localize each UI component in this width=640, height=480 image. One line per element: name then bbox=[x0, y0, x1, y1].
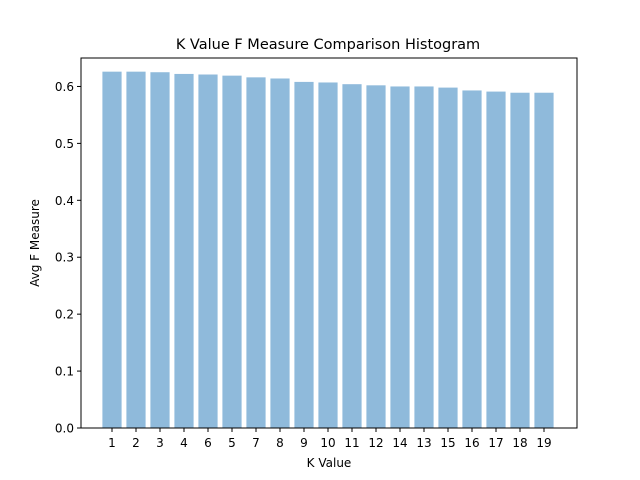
y-axis: 0.0 0.1 0.2 0.3 0.4 0.5 0.6 bbox=[55, 80, 81, 436]
bar-8 bbox=[270, 78, 290, 428]
bar-2 bbox=[126, 71, 146, 429]
x-tick-label: 1 bbox=[108, 436, 116, 450]
x-axis: 1 2 3 4 6 5 7 8 9 10 11 12 14 13 15 16 17 18 19 bbox=[108, 428, 552, 450]
x-tick-label: 9 bbox=[300, 436, 308, 450]
chart-title: K Value F Measure Comparison Histogram bbox=[176, 37, 480, 53]
bar-19 bbox=[534, 92, 554, 428]
x-tick-label: 5 bbox=[228, 436, 236, 450]
y-axis-label: Avg F Measure bbox=[28, 199, 42, 287]
x-tick-label: 7 bbox=[252, 436, 260, 450]
x-tick-label: 10 bbox=[320, 436, 335, 450]
bar-15 bbox=[438, 87, 458, 428]
bar-9 bbox=[294, 81, 314, 429]
bar-5 bbox=[222, 75, 242, 429]
y-tick-label: 0.5 bbox=[55, 137, 74, 151]
y-tick-label: 0.6 bbox=[55, 80, 74, 94]
x-tick-label: 3 bbox=[156, 436, 164, 450]
x-tick-label: 8 bbox=[276, 436, 284, 450]
x-tick-label: 14 bbox=[392, 436, 407, 450]
bar-7 bbox=[246, 77, 266, 428]
bars-group bbox=[102, 71, 554, 429]
bar-4 bbox=[174, 73, 194, 428]
y-tick-label: 0.1 bbox=[55, 365, 74, 379]
bar-14 bbox=[390, 86, 410, 428]
y-tick-label: 0.2 bbox=[55, 308, 74, 322]
x-tick-label: 12 bbox=[368, 436, 383, 450]
x-tick-label: 19 bbox=[536, 436, 551, 450]
x-tick-label: 17 bbox=[488, 436, 503, 450]
bar-18 bbox=[510, 92, 530, 428]
y-tick-label: 0.0 bbox=[55, 422, 74, 436]
y-tick-label: 0.3 bbox=[55, 251, 74, 265]
bar-10 bbox=[318, 82, 338, 428]
bar-16 bbox=[462, 90, 482, 428]
x-tick-label: 4 bbox=[180, 436, 188, 450]
x-tick-label: 13 bbox=[416, 436, 431, 450]
x-tick-label: 18 bbox=[512, 436, 527, 450]
x-tick-label: 2 bbox=[132, 436, 140, 450]
x-tick-label: 16 bbox=[464, 436, 479, 450]
x-tick-label: 15 bbox=[440, 436, 455, 450]
x-axis-label: K Value bbox=[307, 456, 352, 470]
plot-frame bbox=[80, 57, 578, 429]
bar-3 bbox=[150, 72, 170, 428]
bar-11 bbox=[342, 84, 362, 428]
bar-1 bbox=[102, 71, 122, 429]
bar-13 bbox=[414, 86, 434, 428]
x-tick-label: 6 bbox=[204, 436, 212, 450]
bar-6 bbox=[198, 74, 218, 428]
bar-17 bbox=[486, 91, 506, 428]
x-tick-label: 11 bbox=[344, 436, 359, 450]
y-tick-label: 0.4 bbox=[55, 194, 74, 208]
bar-12 bbox=[366, 85, 386, 429]
